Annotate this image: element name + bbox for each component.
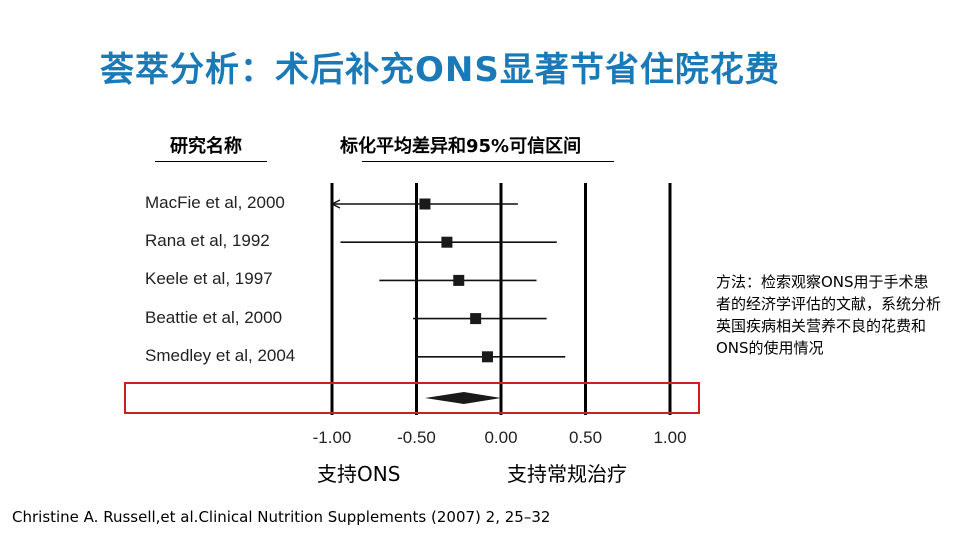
x-tick-label: 0.00: [484, 428, 518, 447]
study-estimate-marker: [453, 274, 465, 286]
x-tick-label: 1.00: [653, 428, 687, 447]
x-tick-label: 0.50: [568, 428, 603, 447]
effect-header-underline: [362, 161, 614, 162]
study-column-header: 研究名称: [170, 136, 242, 157]
study-estimate-marker: [470, 313, 482, 325]
slide-title: 荟萃分析：术后补充ONS显著节省住院花费: [100, 50, 780, 90]
ci-truncation-arrow: [330, 199, 341, 209]
study-estimate-marker: [481, 351, 493, 363]
pooled-diamond: [424, 392, 501, 404]
favors-control-label: 支持常规治疗: [507, 462, 627, 486]
study-label: Smedley et al, 2004: [145, 345, 296, 365]
methods-note: 方法：检索观察ONS用于手术患者的经济学评估的文献，系统分析英国疾病相关营养不良…: [716, 273, 942, 357]
study-header-underline: [155, 161, 267, 162]
study-label: Rana et al, 1992: [145, 231, 270, 251]
favors-ons-label: 支持ONS: [317, 462, 401, 486]
x-tick-label: -1.00: [312, 428, 352, 447]
x-tick-label: -0.50: [397, 428, 436, 447]
effect-column-header: 标化平均差异和95%可信区间: [340, 136, 582, 157]
pooled-highlight-box: [124, 382, 700, 414]
citation: Christine A. Russell,et al.Clinical Nutr…: [12, 508, 551, 526]
study-label: Keele et al, 1997: [145, 269, 273, 289]
study-label: Beattie et al, 2000: [145, 307, 283, 327]
study-estimate-marker: [419, 198, 431, 210]
study-estimate-marker: [441, 236, 453, 248]
study-label: MacFie et al, 2000: [145, 193, 285, 212]
